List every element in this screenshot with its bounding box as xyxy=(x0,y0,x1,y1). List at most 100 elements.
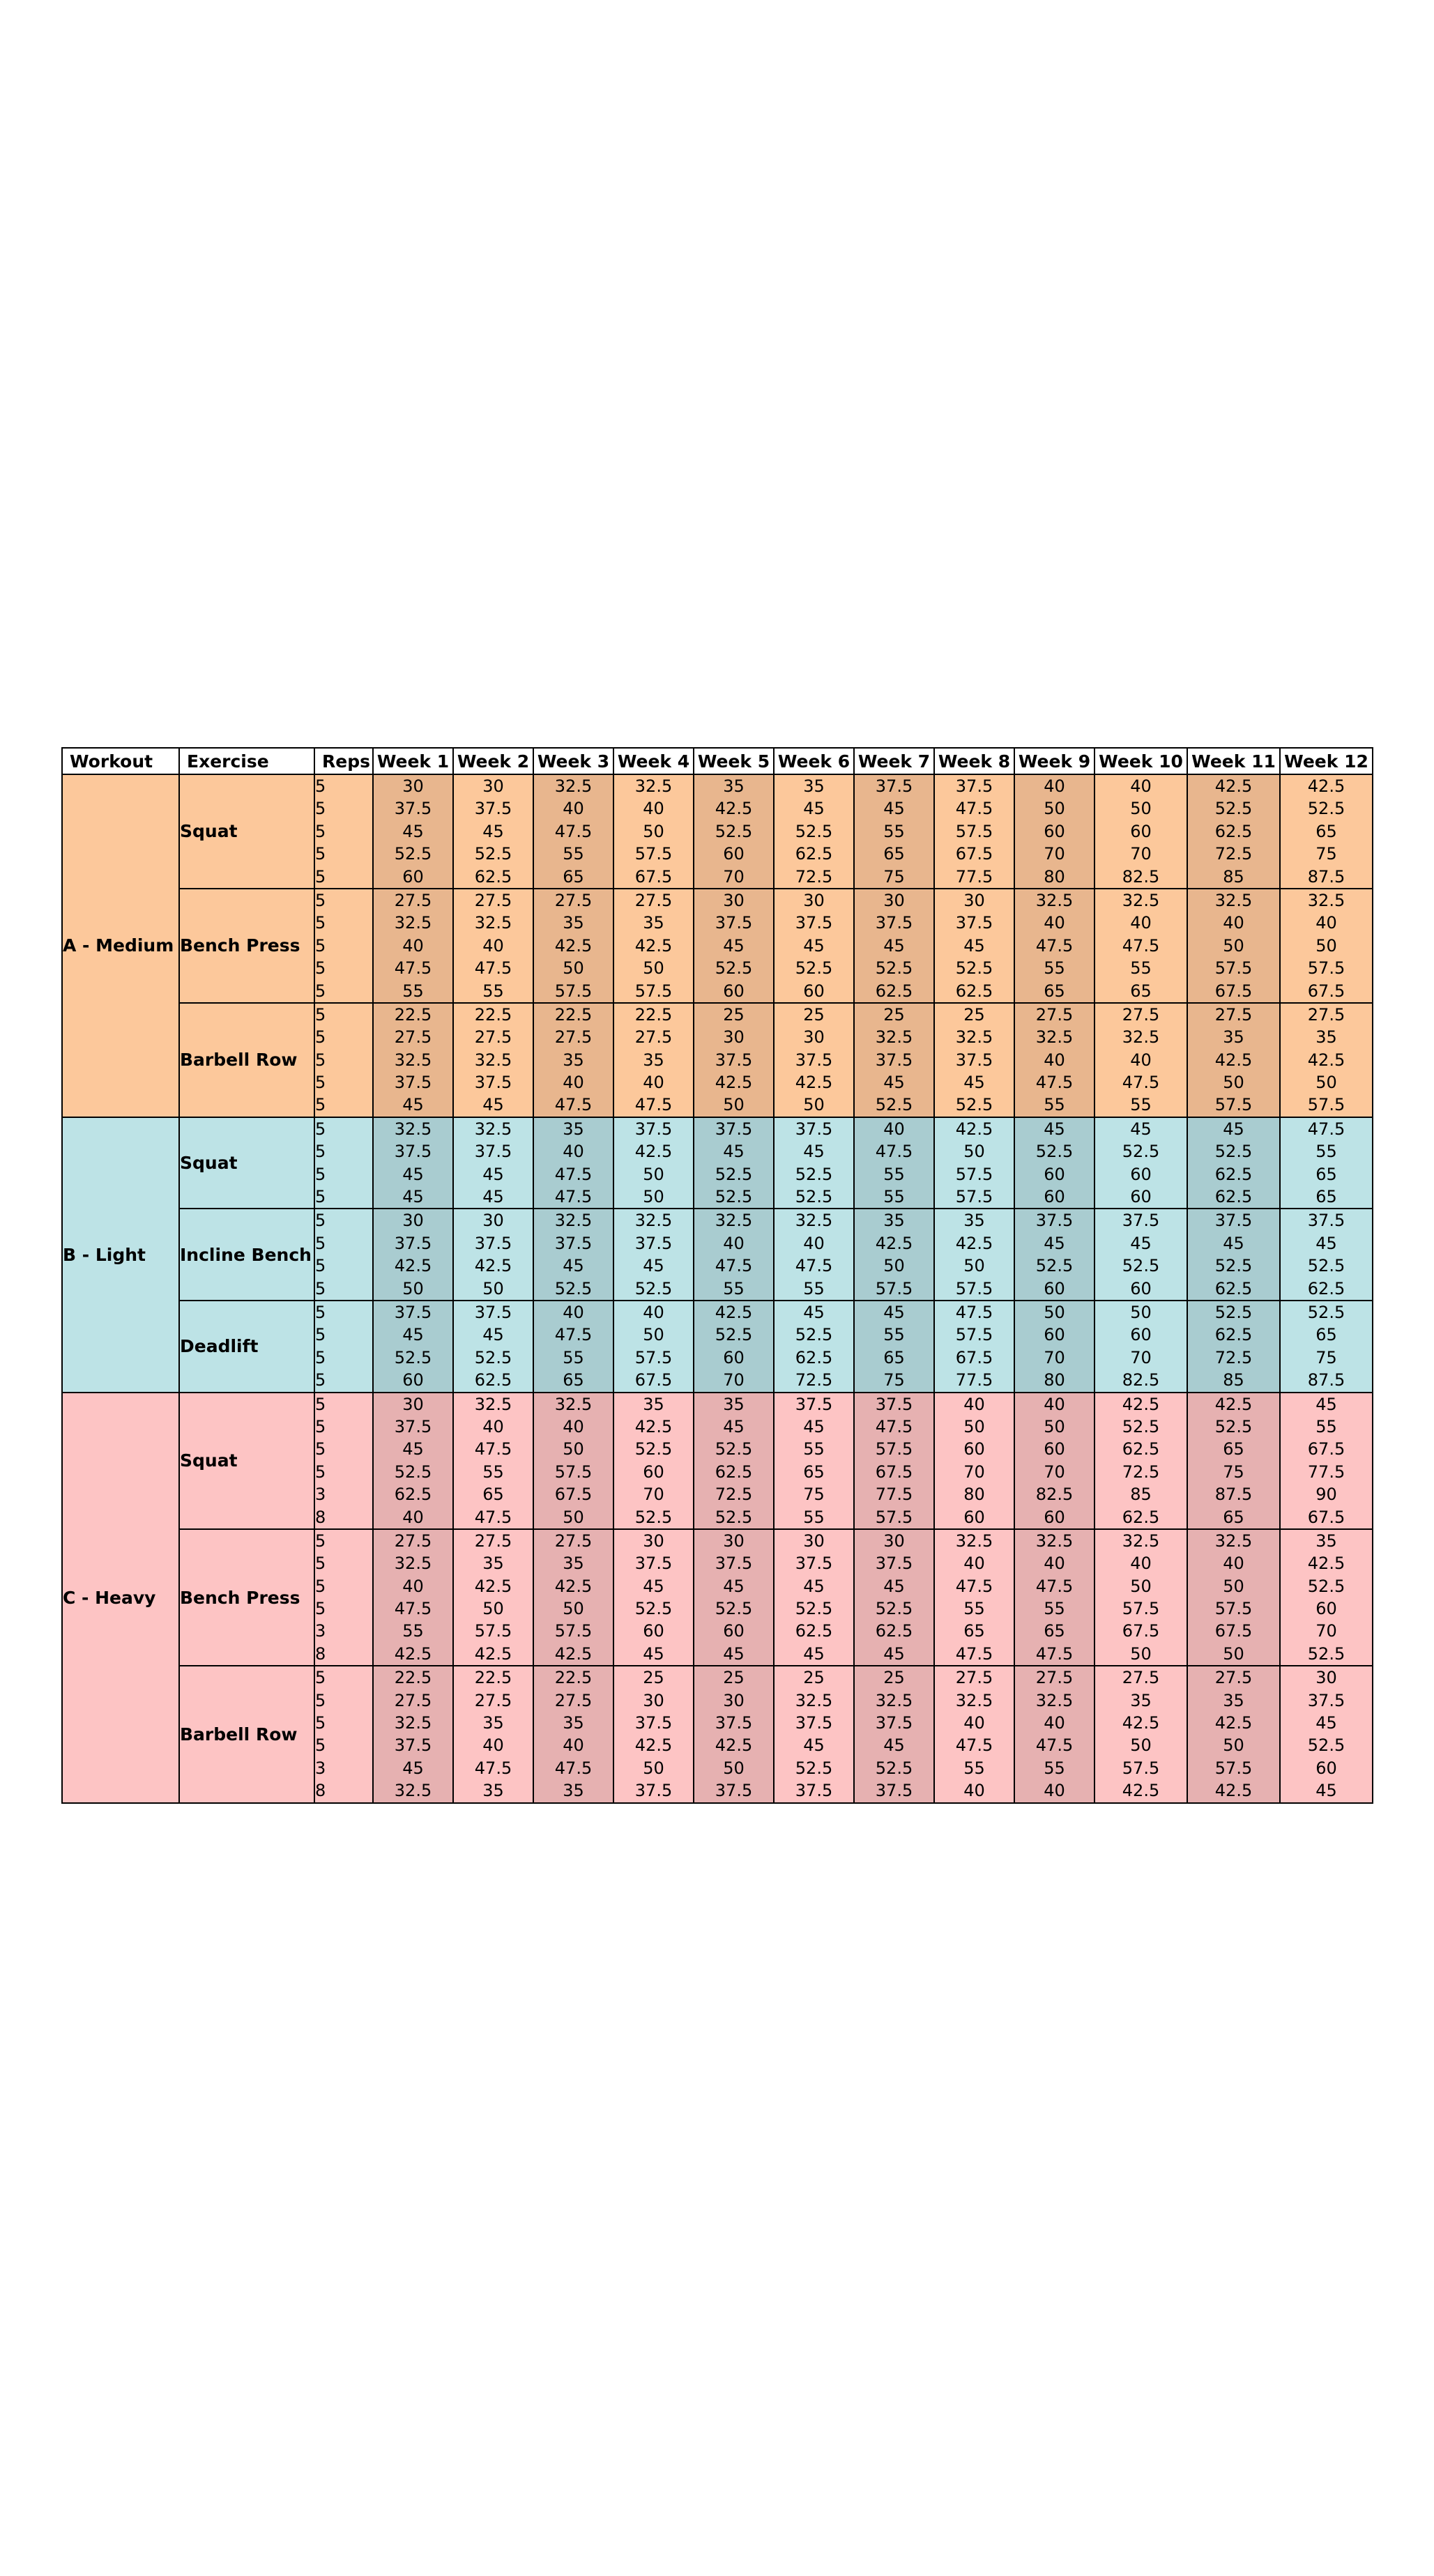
weight-value: 30 xyxy=(803,890,825,910)
weight-value: 72.5 xyxy=(715,1485,753,1505)
weight-value: 42.5 xyxy=(715,1735,753,1756)
week-9-cell: 45 52.5 60 60 xyxy=(1014,1116,1095,1210)
weight-value: 35 xyxy=(563,1713,584,1733)
weight-value: 55 xyxy=(482,1462,504,1482)
weight-value: 35 xyxy=(563,1050,584,1070)
week-12-cell: 30 37.5 45 52.5 60 45 xyxy=(1279,1665,1373,1804)
weight-value: 50 xyxy=(1223,1073,1244,1093)
week-8-cell: 32.5 40 47.5 55 65 47.5 xyxy=(933,1528,1015,1667)
weight-value: 42.5 xyxy=(1214,1713,1253,1733)
week-2-cell: 22.5 27.5 35 40 47.5 35 xyxy=(452,1665,534,1804)
weight-value: 30 xyxy=(883,890,905,910)
weight-value: 50 xyxy=(1223,1735,1244,1756)
weight-value: 62.5 xyxy=(1122,1439,1160,1459)
weight-value: 32.5 xyxy=(394,1050,432,1070)
weight-value: 40 xyxy=(482,1416,504,1436)
weight-value: 47.5 xyxy=(554,1164,593,1184)
weight-value: 62.5 xyxy=(875,981,913,1001)
weight-value: 65 xyxy=(1315,1164,1337,1184)
weight-value: 35 xyxy=(963,1211,985,1231)
weight-value: 37.5 xyxy=(795,1119,833,1139)
weight-value: 45 xyxy=(643,1643,664,1664)
exercise-row: Incline Bench 5 5 5 5 30 37.5 42.5 50 30 37.5 42.5 5… xyxy=(62,1208,1373,1301)
week-6-cell: 37.5 45 52.5 52.5 xyxy=(773,1116,855,1210)
weight-value: 75 xyxy=(1315,844,1337,864)
weight-value: 37.5 xyxy=(394,799,432,819)
weight-value: 85 xyxy=(1223,1370,1244,1390)
weight-value: 40 xyxy=(563,1302,584,1322)
week-9-cell: 40 50 60 70 80 xyxy=(1014,774,1095,889)
weight-value: 52.5 xyxy=(634,1439,673,1459)
weight-value: 75 xyxy=(1223,1462,1244,1482)
weight-value: 45 xyxy=(1223,1119,1244,1139)
weight-value: 52.5 xyxy=(795,1187,833,1207)
weight-value: 37.5 xyxy=(715,1781,753,1801)
weight-value: 40 xyxy=(803,1233,825,1253)
week-3-cell: 32.5 37.5 45 52.5 xyxy=(533,1208,614,1301)
weight-value: 52.5 xyxy=(474,844,512,864)
weight-value: 50 xyxy=(963,1416,985,1436)
weight-value: 30 xyxy=(723,1531,745,1551)
week-8-cell: 30 37.5 45 52.5 62.5 xyxy=(933,887,1015,1004)
weight-value: 40 xyxy=(1044,776,1065,796)
weight-value: 40 xyxy=(1130,1554,1152,1574)
weight-value: 45 xyxy=(1315,1713,1337,1733)
weight-value: 32.5 xyxy=(1035,1027,1074,1048)
weight-value: 30 xyxy=(482,776,504,796)
weight-value: 42.5 xyxy=(1214,1781,1253,1801)
week-1-cell: 30 37.5 42.5 50 xyxy=(372,1208,454,1301)
exercise-name: Squat xyxy=(178,1391,315,1530)
weight-value: 32.5 xyxy=(394,1119,432,1139)
weight-value: 37.5 xyxy=(634,1781,673,1801)
week-12-cell: 47.5 55 65 65 xyxy=(1279,1116,1373,1210)
weight-value: 45 xyxy=(803,1142,825,1162)
weight-value: 60 xyxy=(963,1507,985,1527)
weight-value: 25 xyxy=(723,1004,745,1025)
weight-value: 50 xyxy=(1130,1302,1152,1322)
weight-value: 45 xyxy=(723,1576,745,1596)
reps-value: 5 xyxy=(315,1187,326,1207)
weight-value: 52.5 xyxy=(1035,1256,1074,1276)
weight-value: 50 xyxy=(1315,1073,1337,1093)
week-2-cell: 27.5 32.5 40 47.5 55 xyxy=(452,887,534,1004)
weight-value: 22.5 xyxy=(394,1668,432,1688)
weight-value: 60 xyxy=(963,1439,985,1459)
weight-value: 45 xyxy=(402,821,424,841)
weight-value: 57.5 xyxy=(634,844,673,864)
weight-value: 65 xyxy=(1044,1621,1065,1641)
exercise-row: Bench Press 5 5 5 5 5 27.5 32.5 40 47.5 55 27.5 32.5… xyxy=(62,887,1373,1004)
weight-value: 42.5 xyxy=(1307,776,1345,796)
weight-value: 57.5 xyxy=(1122,1758,1160,1778)
weight-value: 37.5 xyxy=(394,1142,432,1162)
weight-value: 52.5 xyxy=(1035,1142,1074,1162)
reps-value: 5 xyxy=(315,1278,326,1298)
weight-value: 72.5 xyxy=(1214,844,1253,864)
week-4-cell: 30 37.5 45 52.5 60 45 xyxy=(613,1528,694,1667)
weight-value: 40 xyxy=(402,1576,424,1596)
weight-value: 80 xyxy=(1044,866,1065,887)
weight-value: 37.5 xyxy=(795,913,833,933)
week-10-cell: 50 60 70 82.5 xyxy=(1094,1299,1188,1393)
week-12-cell: 32.5 40 50 57.5 67.5 xyxy=(1279,887,1373,1004)
week-1-cell: 30 37.5 45 52.5 60 xyxy=(372,774,454,889)
weight-value: 42.5 xyxy=(1214,1050,1253,1070)
weight-value: 32.5 xyxy=(1307,890,1345,910)
weight-value: 52.5 xyxy=(795,1758,833,1778)
weight-value: 47.5 xyxy=(1035,1643,1074,1664)
weight-value: 50 xyxy=(563,958,584,979)
weight-value: 65 xyxy=(1315,1325,1337,1345)
weight-value: 45 xyxy=(803,799,825,819)
weight-value: 55 xyxy=(1044,1599,1065,1619)
weight-value: 32.5 xyxy=(1035,890,1074,910)
weight-value: 37.5 xyxy=(1307,1211,1345,1231)
weight-value: 55 xyxy=(1044,958,1065,979)
exercise-name: Barbell Row xyxy=(178,1002,315,1118)
weight-value: 57.5 xyxy=(955,1164,993,1184)
weight-value: 60 xyxy=(803,981,825,1001)
weight-value: 77.5 xyxy=(1307,1462,1345,1482)
weight-value: 45 xyxy=(482,1187,504,1207)
weight-value: 32.5 xyxy=(1122,890,1160,910)
weight-value: 45 xyxy=(643,1576,664,1596)
week-7-cell: 25 32.5 37.5 45 52.5 xyxy=(853,1002,935,1118)
